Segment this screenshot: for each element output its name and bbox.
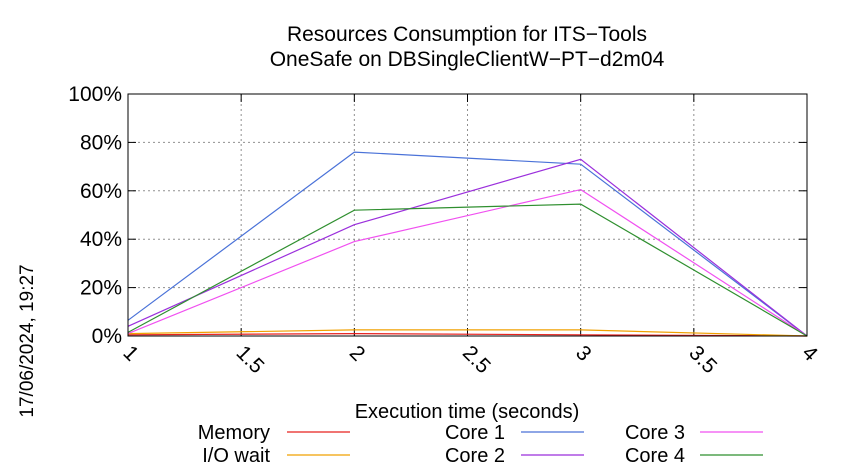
x-tick-label: 1 [118, 341, 143, 366]
legend-label: Core 1 [445, 422, 505, 444]
series-line-i-o-wait [127, 329, 808, 337]
chart-subtitle: OneSafe on DBSingleClientW−PT−d2m04 [270, 48, 665, 71]
legend-label: Core 2 [445, 445, 505, 467]
series-line-core-4 [127, 203, 808, 337]
y-tick-label: 60% [80, 180, 122, 203]
y-tick-label: 20% [80, 277, 122, 300]
plot-frame [127, 93, 808, 337]
x-tick-label: 3.5 [684, 341, 721, 378]
series-line-memory [127, 332, 808, 337]
series-lines [127, 151, 808, 337]
y-tick-label: 0% [92, 325, 122, 348]
series-line-core-3 [127, 188, 808, 337]
series-line-core-2 [127, 158, 808, 337]
x-axis-label: Execution time (seconds) [355, 401, 580, 423]
legend-label: Memory [198, 422, 270, 444]
y-tick-label: 80% [80, 131, 122, 154]
x-tick-label: 4 [797, 341, 822, 366]
x-tick-label: 2.5 [458, 341, 495, 378]
y-tick-label: 100% [68, 83, 122, 106]
y-axis-ticks: 0% 20% 40% 60% 80% 100% [68, 83, 807, 348]
chart-title: Resources Consumption for ITS−Tools [287, 23, 647, 46]
x-tick-label: 3 [571, 341, 596, 366]
series-line-core-1 [127, 151, 808, 337]
grid [128, 94, 807, 336]
x-tick-label: 1.5 [232, 341, 269, 378]
x-tick-label: 2 [345, 341, 370, 366]
timestamp-label: 17/06/2024, 19:27 [17, 264, 38, 417]
legend-label: Core 3 [625, 422, 685, 444]
legend-label: I/O wait [202, 445, 270, 467]
y-tick-label: 40% [80, 228, 122, 251]
legend-label: Core 4 [625, 445, 685, 467]
